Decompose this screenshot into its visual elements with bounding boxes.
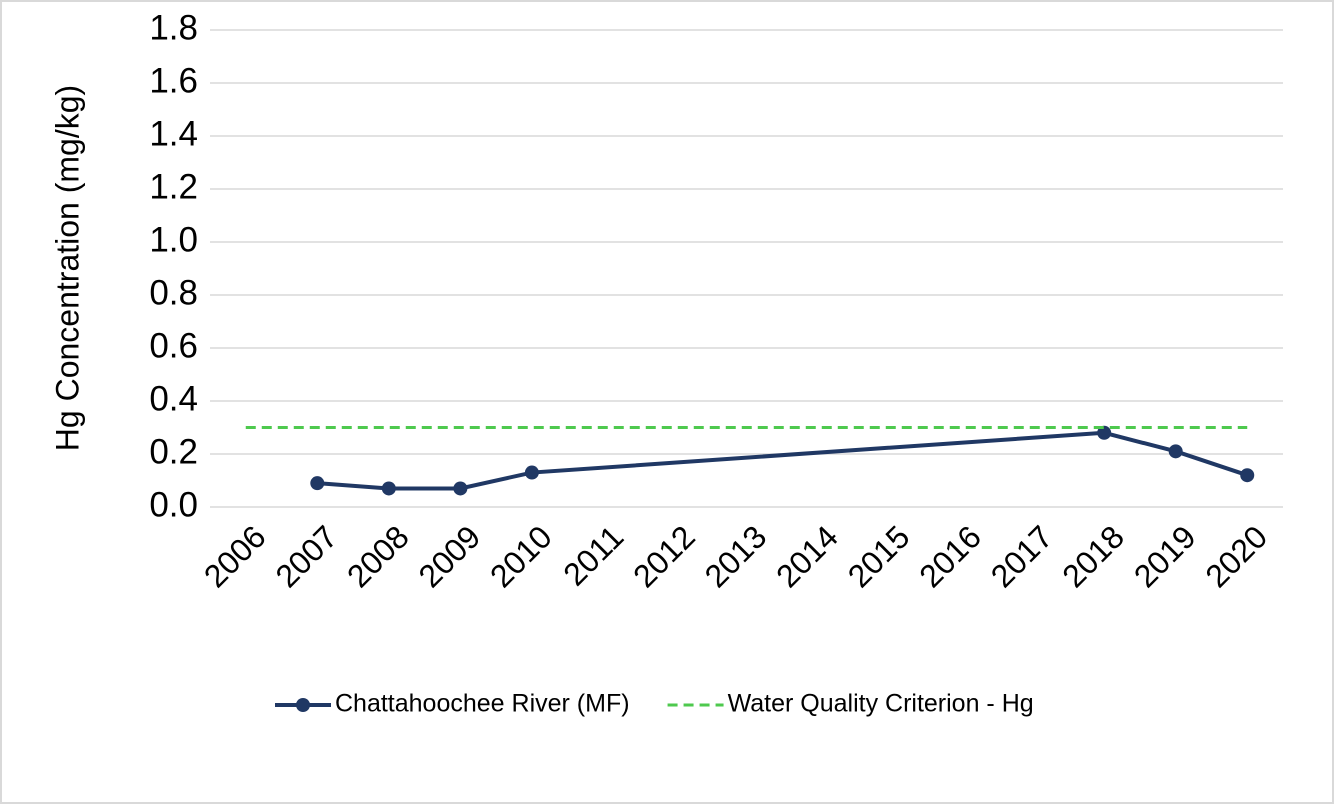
- y-tick-label: 0.4: [149, 379, 198, 418]
- y-tick-label: 0.8: [149, 273, 198, 312]
- data-point: [1168, 444, 1183, 459]
- y-tick-label: 0.0: [149, 485, 198, 524]
- y-tick-label: 1.4: [149, 114, 198, 153]
- y-tick-label: 0.6: [149, 326, 198, 365]
- legend-label: Water Quality Criterion - Hg: [728, 690, 1034, 718]
- data-point: [381, 481, 396, 496]
- y-tick-label: 1.8: [149, 8, 198, 47]
- data-point: [310, 476, 325, 491]
- y-axis-label: Hg Concentration (mg/kg): [49, 85, 85, 451]
- data-point: [524, 465, 539, 480]
- y-tick-label: 0.2: [149, 432, 198, 471]
- data-point: [453, 481, 468, 496]
- data-point: [1240, 468, 1255, 483]
- data-point: [1097, 425, 1112, 440]
- legend-label: Chattahoochee River (MF): [335, 690, 630, 718]
- y-tick-label: 1.6: [149, 61, 198, 100]
- legend-marker: [296, 698, 310, 712]
- y-tick-label: 1.0: [149, 220, 198, 259]
- y-tick-label: 1.2: [149, 167, 198, 206]
